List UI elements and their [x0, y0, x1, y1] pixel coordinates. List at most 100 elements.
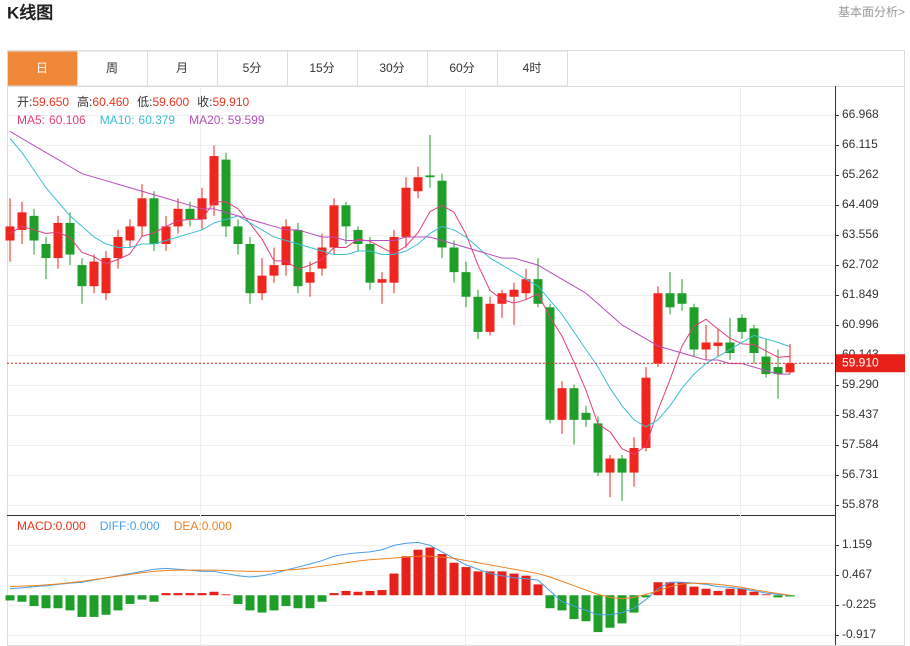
y-tick-label: 62.702	[842, 257, 879, 271]
macd-bar	[617, 595, 627, 624]
macd-bar	[389, 573, 399, 596]
candle-body	[485, 303, 495, 332]
macd-bar	[197, 593, 207, 596]
macd-bar	[77, 595, 87, 617]
macd-bar	[209, 591, 219, 596]
candle-body	[557, 388, 567, 420]
tab-label[interactable]: 30分	[379, 61, 404, 75]
macd-bar	[161, 593, 171, 596]
chart-frame	[7, 50, 905, 646]
candle-body	[125, 226, 135, 241]
macd-bar	[293, 595, 303, 609]
ma-line	[9, 201, 791, 455]
legend-name: MA10:	[100, 113, 135, 127]
candle-body	[737, 317, 747, 332]
candle-body	[89, 261, 99, 287]
candle-body	[161, 226, 171, 245]
macd-bar	[569, 595, 579, 620]
macd-bar	[593, 595, 603, 633]
candle-body	[305, 272, 315, 283]
candle-body	[701, 342, 711, 350]
tab-label[interactable]: 60分	[449, 61, 474, 75]
candle-body	[497, 293, 507, 304]
macd-bar	[773, 595, 783, 598]
y-tick-label: 56.731	[842, 467, 879, 481]
legend-value: 60.106	[49, 113, 86, 127]
macd-bar	[473, 571, 483, 596]
tab-label[interactable]: 4时	[523, 61, 542, 75]
candle-body	[209, 156, 219, 206]
tab[interactable]	[147, 50, 218, 87]
ma-line	[9, 138, 791, 428]
tab-label[interactable]: 周	[106, 61, 118, 75]
candle-body	[653, 293, 663, 364]
candle-body	[329, 205, 339, 248]
candle-body	[101, 258, 111, 294]
candle-body	[173, 208, 183, 227]
macd-bar	[257, 595, 267, 613]
candle-body	[185, 208, 195, 220]
macd-bar	[413, 549, 423, 596]
candle-body	[413, 177, 423, 192]
legend-name: MA20:	[189, 113, 224, 127]
tab-label[interactable]: 5分	[243, 61, 262, 75]
tab-label[interactable]: 月	[176, 61, 188, 75]
macd-bar	[701, 588, 711, 596]
macd-bar	[185, 593, 195, 596]
tab-bar: 日 周 月 5分 15分 30分 60分 4时	[7, 50, 568, 87]
candle-body	[461, 272, 471, 297]
macd-bar	[341, 590, 351, 596]
macd-bar	[377, 590, 387, 596]
candle-body	[137, 198, 147, 227]
macd-bar	[305, 595, 315, 609]
vertical-grid	[200, 88, 741, 645]
candle-body	[437, 180, 447, 248]
ohlc-label: 收:	[197, 95, 212, 109]
y-tick-label: 66.968	[842, 107, 879, 121]
macd-bar	[749, 591, 759, 596]
candle-body	[41, 244, 51, 259]
macd-bar	[461, 567, 471, 596]
tab-label[interactable]: 15分	[309, 61, 334, 75]
legend-value: 0.000	[56, 519, 86, 533]
macd-bar	[245, 595, 255, 611]
candle-body	[569, 388, 579, 420]
macd-bar	[365, 590, 375, 596]
macd-bar	[401, 556, 411, 596]
candle-body	[605, 458, 615, 473]
legend-value: 0.000	[130, 519, 160, 533]
tab-label[interactable]: 日	[36, 61, 48, 75]
candle-body	[53, 222, 63, 259]
macd-bar	[761, 594, 771, 596]
macd-bar	[509, 573, 519, 596]
candle-body	[689, 307, 699, 350]
macd-bar	[41, 595, 51, 609]
fundamental-link[interactable]: 基本面分析>	[838, 5, 905, 19]
tab[interactable]	[77, 50, 148, 87]
y-tick-label: -0.225	[842, 597, 876, 611]
ohlc-info: 开:59.650 高:60.460 低:59.600 收:59.910	[17, 94, 250, 109]
tab[interactable]	[357, 50, 428, 87]
tab[interactable]	[497, 50, 568, 87]
candle-body	[389, 236, 399, 283]
legend-value: 60.379	[138, 113, 175, 127]
macd-bar	[53, 595, 63, 609]
macd-bar	[281, 595, 291, 607]
candle-body	[221, 159, 231, 227]
macd-bar	[233, 595, 243, 604]
candle-body	[617, 458, 627, 473]
macd-bar	[725, 588, 735, 596]
candle-body	[65, 222, 75, 255]
candle-body	[401, 187, 411, 237]
macd-bar	[785, 595, 795, 597]
candle-body	[149, 198, 159, 245]
candle-body	[521, 279, 531, 294]
y-tick-label: 66.115	[842, 137, 878, 151]
legend-name: MA5:	[17, 113, 45, 127]
macd-bar	[437, 554, 447, 596]
candle-body	[749, 328, 759, 354]
ohlc-value: 59.910	[212, 95, 249, 109]
macd-bar	[329, 593, 339, 596]
candle-body	[341, 205, 351, 227]
